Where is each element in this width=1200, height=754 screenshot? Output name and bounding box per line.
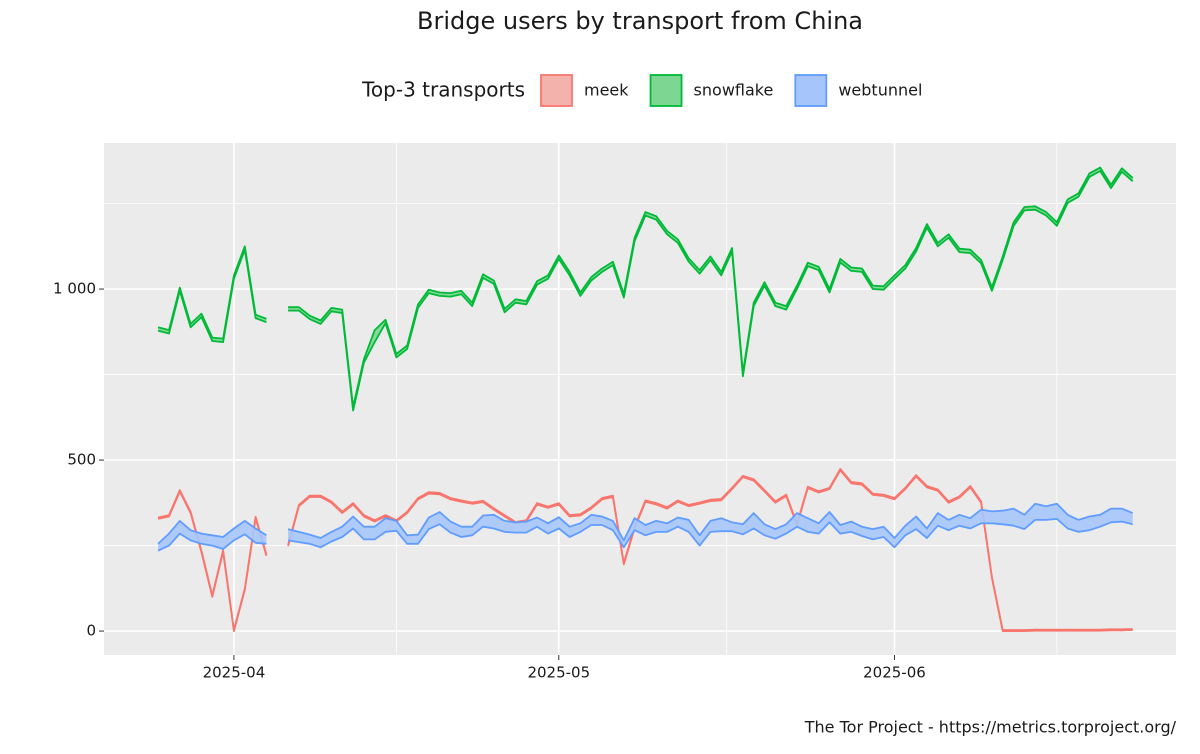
y-tick-label: 0 (86, 622, 96, 640)
ribbon-lower-line (287, 518, 1133, 549)
ribbon-lower-line (157, 490, 268, 632)
legend-label: snowflake (694, 81, 774, 100)
y-tick-label: 1 000 (53, 280, 96, 298)
axes: 0 500 1 000 2025-04 2025-05 2025-06 (53, 280, 926, 682)
caption: The Tor Project - https://metrics.torpro… (804, 718, 1177, 737)
x-tick-label: 2025-06 (863, 664, 926, 682)
ribbon-area (288, 503, 1133, 548)
chart-title: Bridge users by transport from China (417, 7, 863, 35)
y-tick-label: 500 (67, 451, 96, 469)
ribbon-upper-line (287, 502, 1134, 542)
legend-swatch (794, 74, 828, 107)
legend-label: meek (584, 81, 629, 100)
legend-swatch (540, 74, 573, 107)
plot-area (157, 166, 1134, 632)
ribbon-upper-line (288, 166, 1134, 408)
ribbon-lower-line (157, 248, 267, 344)
ribbon-lower-line (288, 170, 1134, 412)
legend-swatch (649, 74, 683, 107)
x-tick-label: 2025-05 (527, 664, 590, 682)
x-tick-label: 2025-04 (203, 664, 266, 682)
ribbon-upper-line (157, 520, 267, 545)
legend: meek snowflake webtunnel (540, 74, 922, 107)
grid (104, 143, 1176, 655)
legend-label: webtunnel (838, 81, 922, 100)
legend-title: Top-3 transports (361, 78, 525, 102)
ribbon-lower-line (287, 469, 1133, 632)
ribbon-lower-line (157, 532, 267, 552)
